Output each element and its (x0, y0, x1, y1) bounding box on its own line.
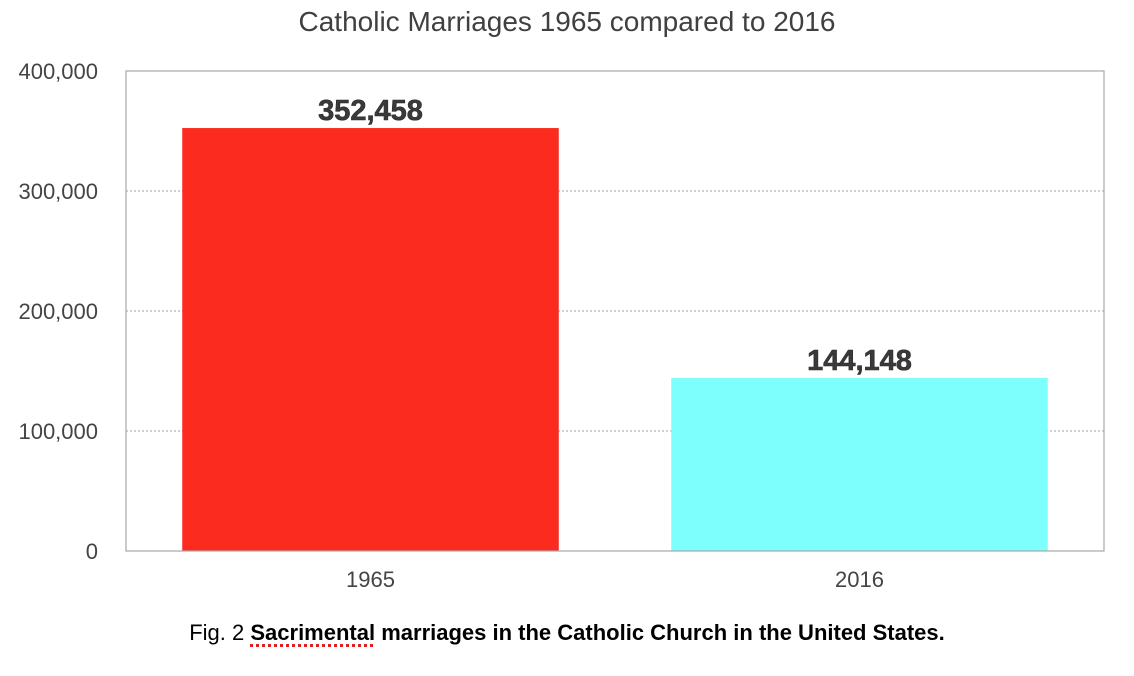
y-axis-ticks: 0 100,000 200,000 300,000 400,000 (18, 59, 98, 564)
y-tick-label-1: 100,000 (18, 419, 98, 444)
plot-frame (125, 70, 1105, 552)
y-tick-label-4: 400,000 (18, 59, 98, 84)
bars (182, 128, 1048, 551)
y-tick-label-2: 200,000 (18, 299, 98, 324)
data-labels: 352,458 144,148 (318, 95, 912, 378)
caption-rest: marriages in the Catholic Church in the … (375, 620, 945, 645)
bar-2016 (671, 378, 1048, 551)
caption-misspelled-word: Sacrimental (250, 620, 376, 645)
data-label-2016: 144,148 (807, 345, 912, 377)
bar-1965 (182, 128, 559, 551)
caption-prefix: Fig. 2 (189, 620, 251, 645)
data-label-1965: 352,458 (318, 95, 423, 127)
chart-title: Catholic Marriages 1965 compared to 2016 (298, 6, 836, 37)
x-axis-ticks: 1965 2016 (346, 567, 884, 592)
x-tick-label-2016: 2016 (835, 567, 884, 592)
y-tick-label-0: 0 (86, 539, 98, 564)
gridlines (126, 190, 1104, 432)
figure-caption: Fig. 2 Sacrimental marriages in the Cath… (0, 620, 1134, 646)
y-tick-label-3: 300,000 (18, 179, 98, 204)
x-tick-label-1965: 1965 (346, 567, 395, 592)
